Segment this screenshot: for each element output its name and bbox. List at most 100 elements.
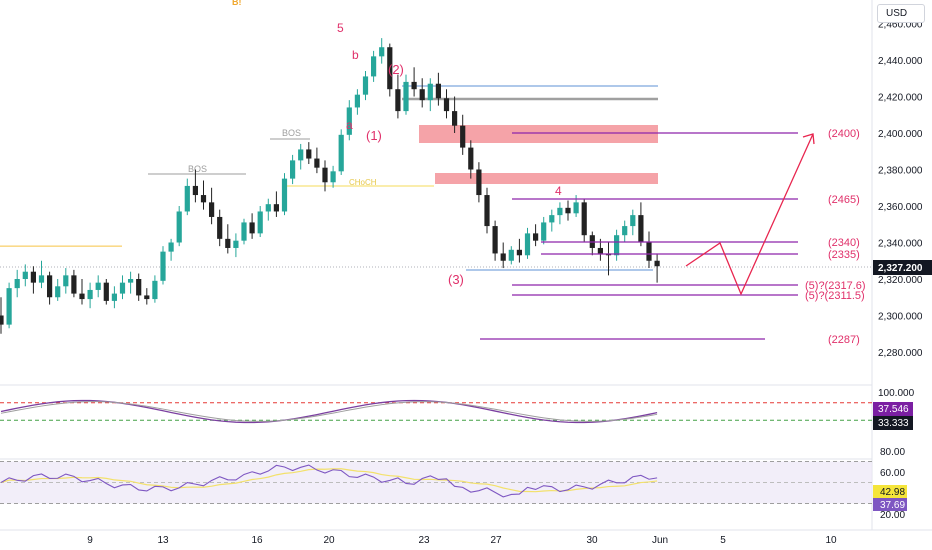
price-tick: 2,400.000 bbox=[878, 129, 923, 140]
candle-body bbox=[598, 248, 603, 253]
candle-body bbox=[0, 316, 4, 325]
candle-body bbox=[88, 290, 93, 299]
candle-body bbox=[638, 215, 643, 242]
candle-body bbox=[39, 275, 44, 282]
price-tick: 2,380.000 bbox=[878, 166, 923, 177]
choch-label: CHoCH bbox=[349, 178, 377, 187]
candle-body bbox=[493, 226, 498, 253]
wave-label: (3) bbox=[448, 272, 464, 287]
candle-body bbox=[403, 82, 408, 111]
candle-body bbox=[306, 149, 311, 158]
currency-selector[interactable]: USD bbox=[877, 4, 925, 23]
candle-body bbox=[7, 288, 12, 325]
stoch-k-value: 37.546 bbox=[878, 404, 909, 415]
candle-body bbox=[412, 82, 417, 89]
wave-label: 5 bbox=[337, 21, 344, 35]
candle-body bbox=[476, 170, 481, 196]
candle-body bbox=[468, 148, 473, 170]
time-tick: 23 bbox=[418, 535, 430, 546]
time-axis: 9 13 16 20 23 27 30 Jun 5 10 bbox=[87, 535, 837, 546]
price-tick: 2,360.000 bbox=[878, 202, 923, 213]
candle-body bbox=[517, 250, 522, 255]
candle-body bbox=[420, 89, 425, 100]
level-label: (2287) bbox=[828, 334, 860, 346]
candle-body bbox=[185, 186, 190, 212]
candle-body bbox=[322, 168, 327, 183]
signal-label: B! bbox=[232, 0, 242, 7]
candle-body bbox=[436, 84, 441, 99]
candle-body bbox=[395, 89, 400, 111]
candle-body bbox=[331, 171, 336, 182]
supply-zone bbox=[435, 173, 658, 184]
time-tick: 20 bbox=[323, 535, 335, 546]
candle-body bbox=[274, 204, 279, 211]
candle-body bbox=[23, 272, 28, 279]
candle-body bbox=[136, 279, 141, 295]
candle-body bbox=[533, 233, 538, 240]
rsi-value: 37.69 bbox=[880, 500, 905, 511]
candle-body bbox=[452, 111, 457, 126]
candle-body bbox=[209, 202, 214, 217]
candle-body bbox=[614, 235, 619, 255]
rsi-tick: 80.00 bbox=[880, 447, 905, 458]
candle-body bbox=[355, 95, 360, 108]
time-tick: 5 bbox=[720, 535, 726, 546]
stoch-tick: 100.000 bbox=[878, 388, 915, 399]
candle-body bbox=[541, 222, 546, 240]
level-label: (5)?(2311.5) bbox=[805, 290, 865, 302]
candle-body bbox=[47, 275, 52, 297]
time-tick: 10 bbox=[825, 535, 837, 546]
candle-body bbox=[484, 195, 489, 226]
candle-body bbox=[233, 241, 238, 248]
wave-label: (1) bbox=[366, 128, 382, 143]
projection-path bbox=[686, 134, 813, 294]
candle-body bbox=[144, 295, 149, 299]
candle-body bbox=[79, 294, 84, 299]
price-tick: 2,440.000 bbox=[878, 56, 923, 67]
candle-body bbox=[193, 186, 198, 195]
wave-label: a bbox=[346, 118, 353, 132]
candle-body bbox=[112, 294, 117, 301]
candle-body bbox=[217, 217, 222, 239]
price-tick: 2,340.000 bbox=[878, 239, 923, 250]
candle-body bbox=[55, 286, 60, 297]
level-label: (2400) bbox=[828, 128, 860, 140]
candle-body bbox=[71, 275, 76, 293]
candle-body bbox=[371, 56, 376, 76]
wave-label: b bbox=[352, 48, 359, 62]
candle-body bbox=[363, 76, 368, 94]
current-price-label: 2,327.200 bbox=[878, 263, 923, 274]
candle-body bbox=[646, 243, 651, 261]
time-tick: 16 bbox=[251, 535, 263, 546]
main-panel: BOS BOS CHoCH B! (2400) (2465) (2340)(2335) (5)… bbox=[0, 0, 932, 530]
rsi-panel bbox=[0, 462, 872, 504]
time-tick: 9 bbox=[87, 535, 93, 546]
candle-body bbox=[258, 211, 263, 233]
wave-label: (2) bbox=[388, 62, 404, 77]
level-label: (2465) bbox=[828, 194, 860, 206]
rsi-ma-value: 42.98 bbox=[880, 487, 905, 498]
price-tick: 2,280.000 bbox=[878, 348, 923, 359]
candle-body bbox=[266, 204, 271, 211]
candle-body bbox=[339, 135, 344, 172]
candle-body bbox=[120, 283, 125, 294]
level-label: (2340) bbox=[828, 237, 860, 249]
price-axis: 2,280.000 2,300.000 2,320.000 2,340.000 2,36… bbox=[873, 20, 932, 522]
candle-body bbox=[565, 208, 570, 213]
time-tick: 13 bbox=[157, 535, 169, 546]
candle-body bbox=[549, 215, 554, 222]
candle-body bbox=[15, 279, 20, 288]
candle-body bbox=[104, 283, 109, 301]
stoch-d-value: 33.333 bbox=[878, 418, 909, 429]
candle-body bbox=[201, 195, 206, 202]
stochastic-panel bbox=[0, 400, 872, 422]
price-tick: 2,420.000 bbox=[878, 93, 923, 104]
bos-label: BOS bbox=[282, 128, 301, 138]
candle-body bbox=[160, 252, 165, 281]
candle-body bbox=[298, 149, 303, 160]
candle-body bbox=[444, 98, 449, 111]
candle-body bbox=[241, 222, 246, 240]
candle-body bbox=[290, 160, 295, 178]
